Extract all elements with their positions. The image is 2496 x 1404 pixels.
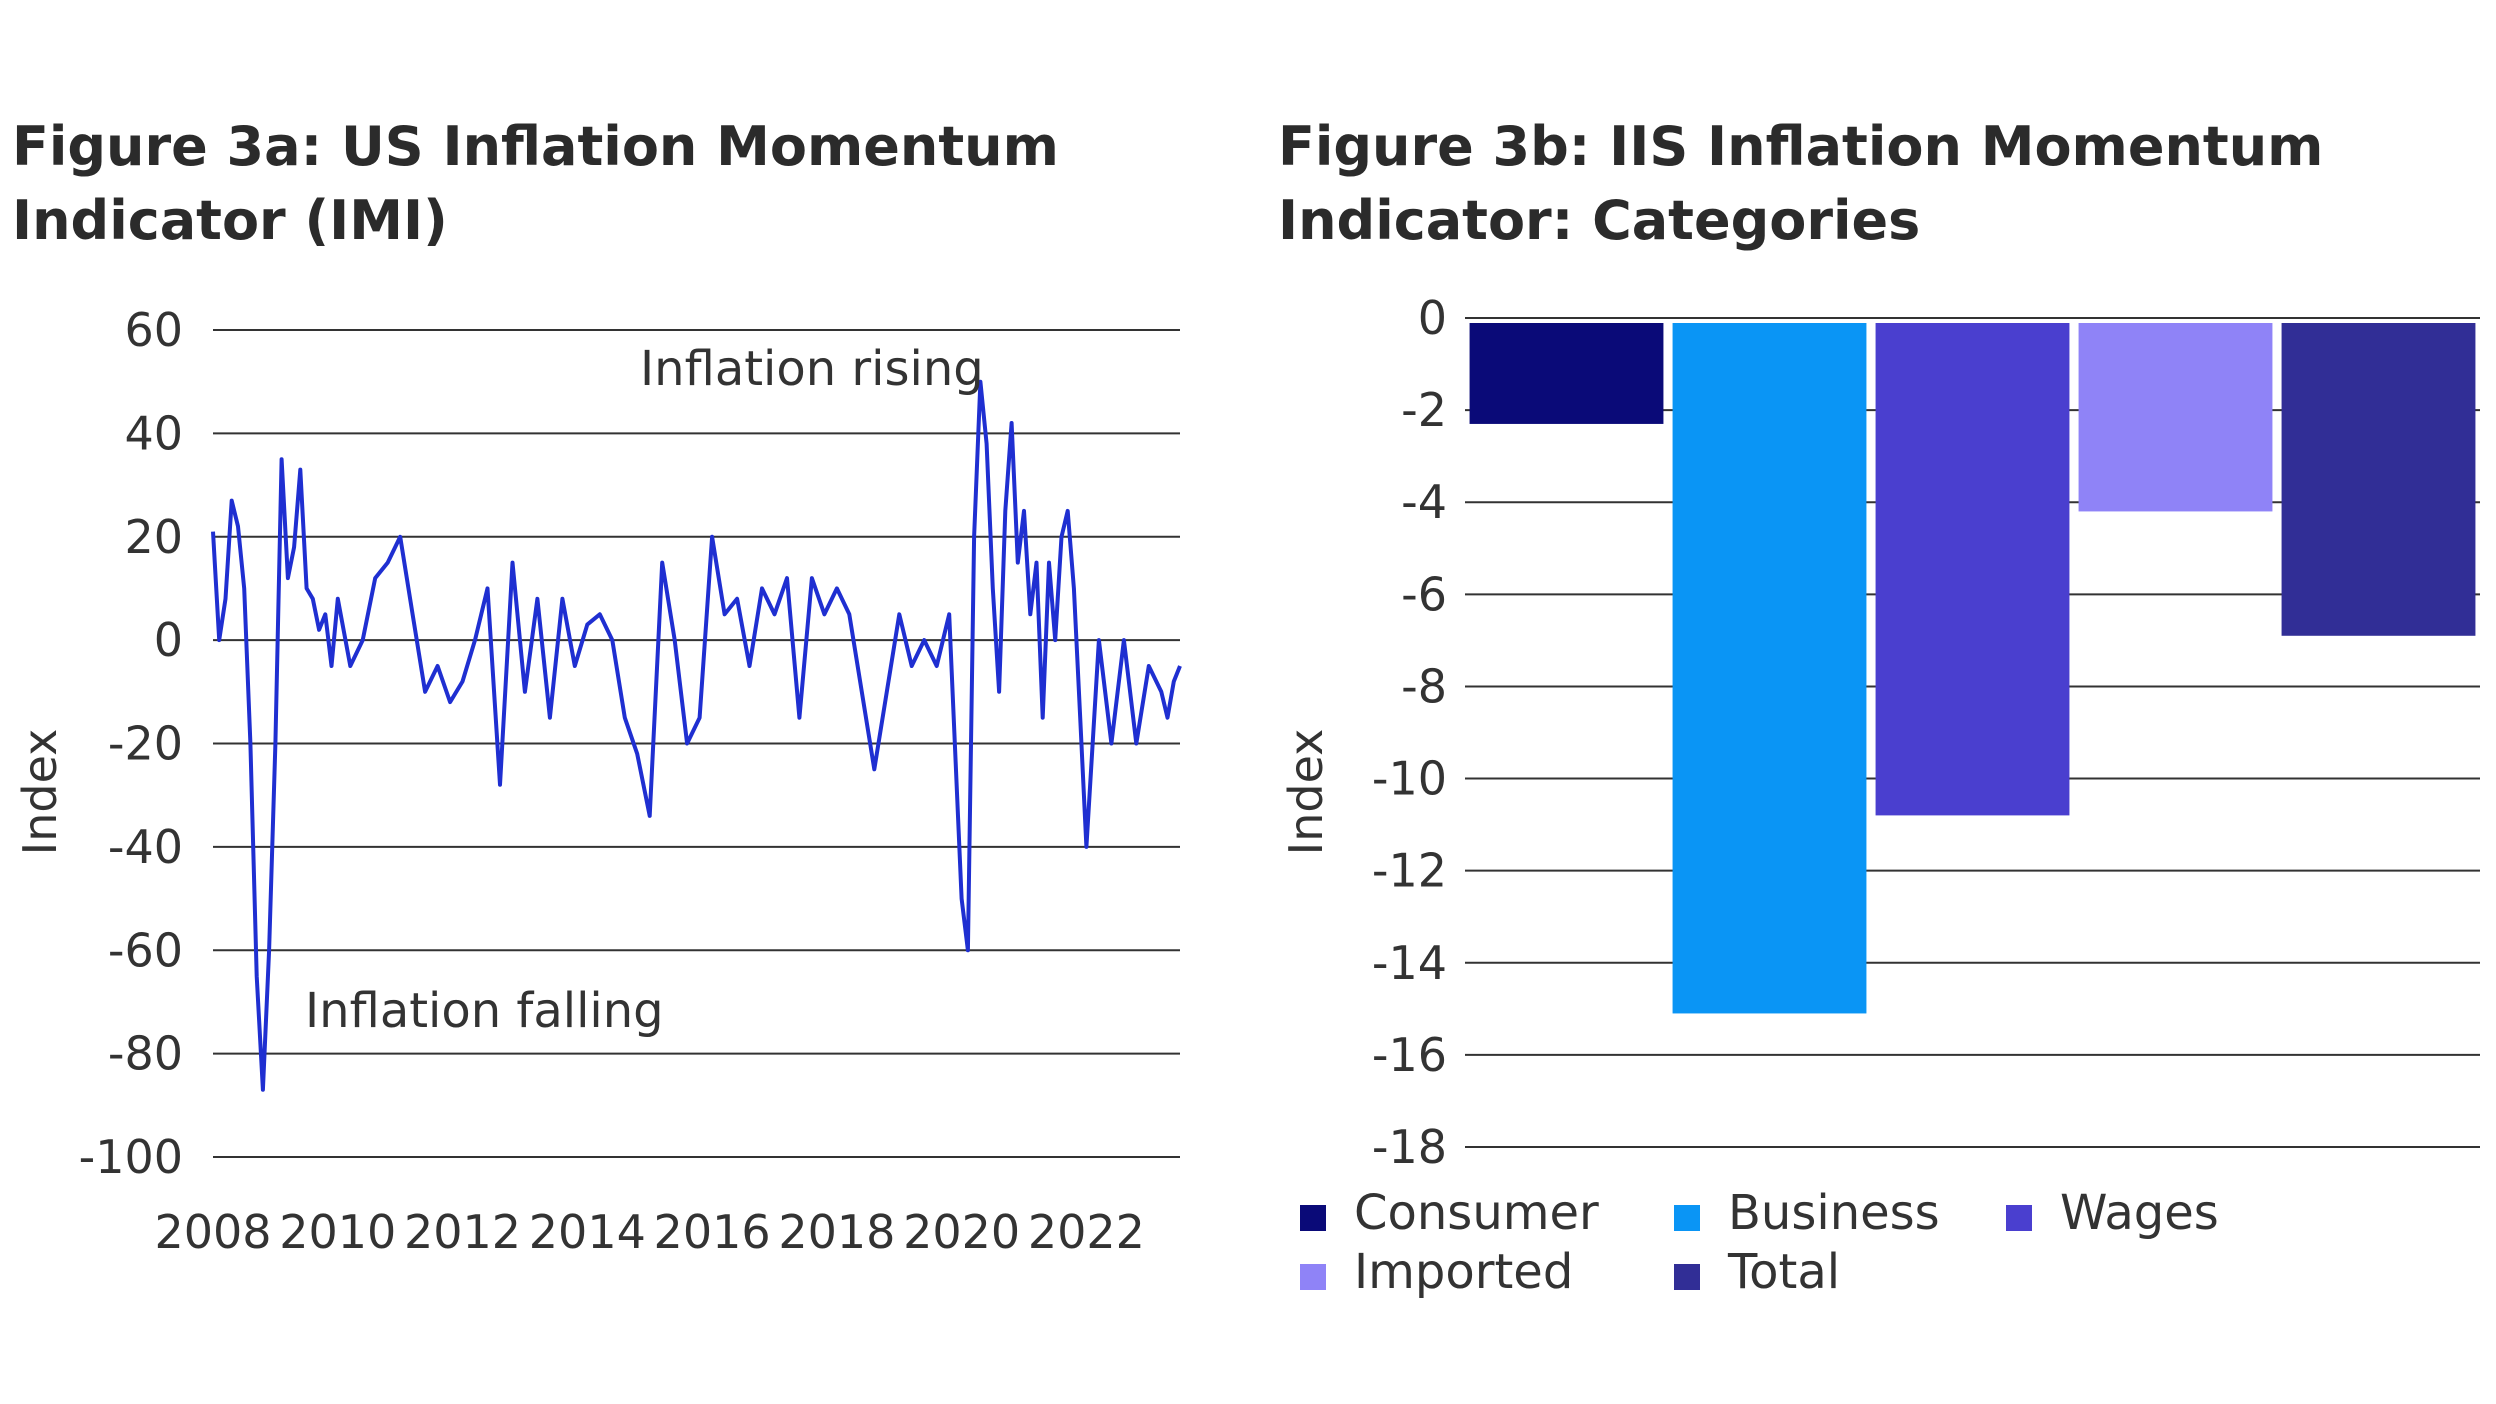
figure-3a-title-line2: Indicator (IMI) xyxy=(12,189,448,252)
line-chart-us-imi: 60 40 20 0 -20 -40 -60 -80 -100 2008 2010 2012 2014… xyxy=(13,303,1182,1259)
y-tick-40: -40 xyxy=(108,820,183,874)
y-tick-18: -18 xyxy=(1372,1120,1447,1174)
bars xyxy=(1469,323,2476,1014)
y-tick-labels: 60 40 20 0 -20 -40 -60 -80 -100 xyxy=(79,303,183,1184)
x-tick-2010: 2010 xyxy=(279,1205,396,1259)
x-tick-2018: 2018 xyxy=(778,1205,895,1259)
y-tick-0: 0 xyxy=(1418,291,1447,345)
legend-swatch-business xyxy=(1674,1205,1700,1231)
legend-label-consumer: Consumer xyxy=(1354,1185,1599,1241)
x-tick-2020: 2020 xyxy=(903,1205,1020,1259)
grid-lines xyxy=(1465,317,2480,1148)
legend-swatch-wages xyxy=(2006,1205,2032,1231)
annotation-inflation-rising: Inflation rising xyxy=(640,341,984,397)
legend-swatch-imported xyxy=(1300,1264,1326,1290)
y-tick-40: 40 xyxy=(124,406,183,460)
figure-3b-title-line2: Indicator: Categories xyxy=(1278,189,1921,252)
bar-wages xyxy=(1875,323,2070,816)
legend: Consumer Business Wages Imported Total xyxy=(1300,1185,2219,1300)
figure-3a-title-line1: Figure 3a: US Inflation Momentum xyxy=(12,115,1059,178)
y-tick-20: 20 xyxy=(124,510,183,564)
legend-label-imported: Imported xyxy=(1354,1244,1573,1300)
y-tick-10: -10 xyxy=(1372,752,1447,806)
legend-label-total: Total xyxy=(1727,1244,1840,1300)
x-tick-2008: 2008 xyxy=(154,1205,271,1259)
y-tick-16: -16 xyxy=(1372,1028,1447,1082)
legend-label-wages: Wages xyxy=(2060,1185,2219,1241)
legend-swatch-consumer xyxy=(1300,1205,1326,1231)
y-tick-2: -2 xyxy=(1401,383,1447,437)
y-tick-60: -60 xyxy=(108,923,183,977)
legend-swatch-total xyxy=(1674,1264,1700,1290)
bar-consumer xyxy=(1469,323,1664,424)
imi-series-line xyxy=(211,379,1182,1092)
annotation-inflation-falling: Inflation falling xyxy=(305,983,664,1039)
bar-total xyxy=(2281,323,2476,636)
x-tick-labels: 2008 2010 2012 2014 2016 2018 2020 2022 xyxy=(154,1205,1144,1259)
y-tick-8: -8 xyxy=(1401,659,1447,713)
y-tick-80: -80 xyxy=(108,1027,183,1081)
figure-3b-title-line1: Figure 3b: IIS Inflation Momentum xyxy=(1278,115,2324,178)
y-tick-labels: 0 -2 -4 -6 -8 -10 -12 -14 -16 -18 xyxy=(1372,291,1447,1174)
y-tick-4: -4 xyxy=(1401,475,1447,529)
y-tick-60: 60 xyxy=(124,303,183,357)
y-tick-20: -20 xyxy=(108,717,183,771)
y-tick-12: -12 xyxy=(1372,844,1447,898)
y-axis-label: Index xyxy=(1279,729,1333,856)
figure-3b-title: Figure 3b: IIS Inflation Momentum Indica… xyxy=(1278,110,2478,258)
x-tick-2016: 2016 xyxy=(654,1205,771,1259)
bar-imported xyxy=(2078,323,2273,512)
x-tick-2014: 2014 xyxy=(529,1205,646,1259)
bar-business xyxy=(1672,323,1867,1014)
y-tick-100: -100 xyxy=(79,1130,183,1184)
figure-3a-title: Figure 3a: US Inflation Momentum Indicat… xyxy=(12,110,1192,258)
x-tick-2012: 2012 xyxy=(404,1205,521,1259)
y-tick-14: -14 xyxy=(1372,936,1447,990)
x-tick-2022: 2022 xyxy=(1028,1205,1145,1259)
y-axis-label: Index xyxy=(13,729,67,856)
y-tick-6: -6 xyxy=(1401,567,1447,621)
grid-lines xyxy=(213,329,1180,1158)
y-tick-0: 0 xyxy=(154,613,183,667)
legend-label-business: Business xyxy=(1728,1185,1940,1241)
